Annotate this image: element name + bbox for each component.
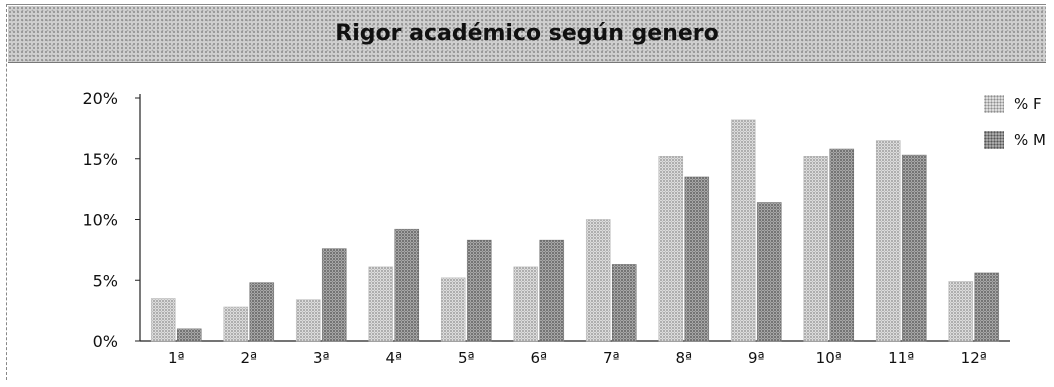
y-tick-label: 15% — [82, 150, 118, 169]
y-tick-label: 5% — [93, 271, 118, 290]
bar-m-7 — [611, 264, 637, 342]
legend-item-m: % M — [984, 122, 1046, 158]
bar-m-8 — [684, 176, 710, 342]
x-tick-label: 1ª — [168, 349, 185, 367]
bar-f-6 — [513, 266, 539, 342]
x-tick-label: 7ª — [603, 349, 620, 367]
bar-m-4 — [394, 228, 420, 342]
bar-f-7 — [585, 219, 611, 342]
x-tick-label: 8ª — [675, 349, 692, 367]
bar-m-12 — [974, 272, 1000, 342]
bar-m-2 — [249, 282, 275, 342]
bar-f-10 — [803, 156, 829, 342]
bar-f-8 — [658, 156, 684, 342]
legend-swatch-f — [984, 95, 1005, 113]
bar-f-9 — [730, 119, 756, 342]
bar-f-12 — [948, 281, 974, 342]
bar-m-5 — [466, 239, 492, 342]
title-bar: Rigor académico según genero — [8, 6, 1046, 63]
x-tick-label: 11ª — [888, 349, 914, 367]
y-tick-label: 10% — [82, 211, 118, 230]
bar-f-1 — [150, 298, 176, 342]
bar-m-1 — [176, 328, 202, 342]
bar-m-6 — [539, 239, 565, 342]
legend-swatch-m — [984, 131, 1005, 149]
x-tick-label: 10ª — [816, 349, 842, 367]
bar-m-9 — [756, 202, 782, 342]
bar-m-10 — [829, 148, 855, 342]
y-tick-label: 20% — [82, 89, 118, 108]
chart-title: Rigor académico según genero — [335, 21, 719, 46]
bar-f-11 — [875, 140, 901, 342]
bar-m-3 — [321, 248, 347, 342]
bar-f-2 — [223, 306, 249, 342]
legend: % F % M — [984, 86, 1046, 158]
x-tick-label: 4ª — [385, 349, 402, 367]
bar-f-5 — [440, 277, 466, 342]
y-tick-label: 0% — [93, 332, 118, 351]
legend-label-m: % M — [1014, 131, 1046, 149]
x-tick-label: 9ª — [748, 349, 765, 367]
x-tick-label: 3ª — [313, 349, 330, 367]
bar-m-11 — [901, 154, 927, 342]
chart-frame — [6, 4, 1046, 380]
x-tick-label: 2ª — [240, 349, 257, 367]
x-tick-label: 5ª — [458, 349, 475, 367]
bar-f-4 — [368, 266, 394, 342]
x-tick-label: 12ª — [961, 349, 987, 367]
legend-item-f: % F — [984, 86, 1046, 122]
bar-f-3 — [295, 299, 321, 342]
legend-label-f: % F — [1014, 95, 1042, 113]
x-tick-label: 6ª — [530, 349, 547, 367]
